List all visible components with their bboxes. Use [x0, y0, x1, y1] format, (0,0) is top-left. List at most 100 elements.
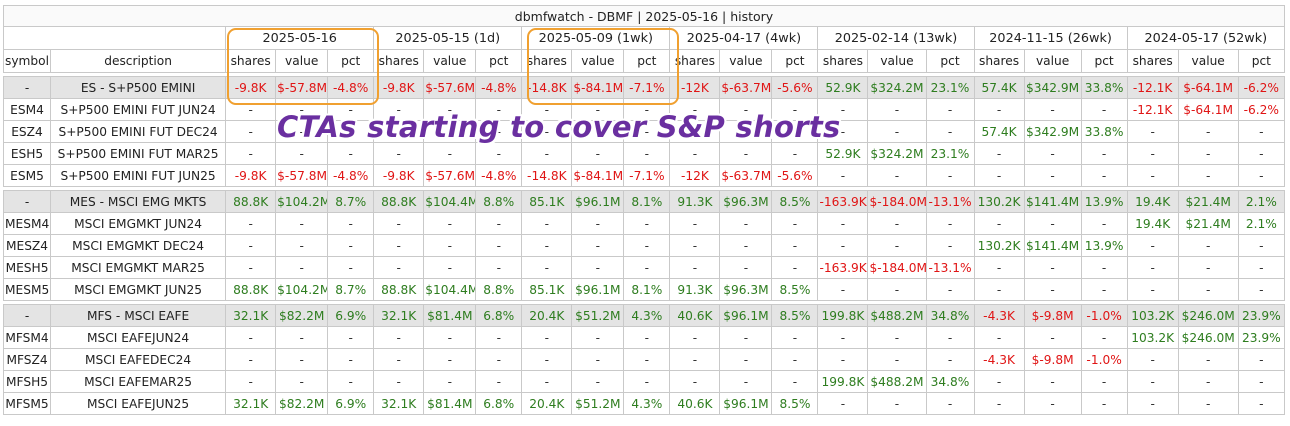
value-cell: $324.2M [867, 142, 927, 165]
total-row: - ES - S+P500 EMINI -9.8K $-57.8M -4.8% -9.8K… [2, 76, 1286, 99]
pct-cell: 6.8% [475, 304, 523, 327]
shares-cell: - [521, 256, 573, 279]
pct-cell: 6.9% [327, 304, 375, 327]
symbol-header: symbol [2, 49, 52, 73]
period-header: 2025-04-17 (4wk) [669, 26, 819, 50]
table-row: MFSZ4 MSCI EAFEDEC24- - - - - - - - - - - - - - - -4.3K $… [2, 348, 1286, 371]
shares-cell: 199.8K [817, 304, 869, 327]
value-cell: - [1177, 234, 1239, 257]
period-header-row: 2025-05-16 2025-05-15 (1d) 2025-05-09 (1wk… [2, 26, 1286, 50]
pct-cell: - [1237, 348, 1286, 371]
pct-cell: - [925, 120, 975, 143]
shares-cell: - [669, 142, 721, 165]
pct-cell: - [623, 234, 671, 257]
value-cell: $96.1M [719, 304, 773, 327]
table-row: ESH5 S+P500 EMINI FUT MAR25- - - - - - - - - - - -52… [2, 142, 1286, 165]
table-row: MESH5 MSCI EMGMKT MAR25- - - - - - - - - - - - -163.9… [2, 256, 1286, 279]
shares-cell: 85.1K [521, 190, 573, 213]
pct-cell: - [771, 348, 819, 371]
value-cell: $81.4M [423, 304, 477, 327]
pct-cell: 6.8% [475, 392, 523, 415]
value-cell: $-84.1M [571, 76, 625, 99]
value-cell: - [571, 326, 625, 349]
shares-cell: 32.1K [225, 392, 277, 415]
symbol-cell: - [2, 304, 52, 327]
pct-cell: - [1080, 142, 1128, 165]
pct-header: pct [623, 49, 671, 73]
pct-cell: -5.6% [771, 76, 819, 99]
shares-cell: 40.6K [669, 304, 721, 327]
symbol-cell: MESH5 [2, 256, 52, 279]
symbol-cell: MESM4 [2, 212, 52, 235]
shares-cell: 88.8K [373, 278, 425, 301]
value-cell: - [423, 120, 477, 143]
value-cell: $488.2M [867, 304, 927, 327]
pct-cell: - [327, 212, 375, 235]
annotation-text: CTAs starting to cover S&P shorts [277, 110, 841, 144]
pct-cell: - [1237, 278, 1286, 301]
pct-cell: 4.3% [623, 392, 671, 415]
pct-cell: - [925, 212, 975, 235]
value-cell: - [1023, 256, 1082, 279]
pct-cell: 4.3% [623, 304, 671, 327]
symbol-cell: MESZ4 [2, 234, 52, 257]
shares-cell: - [225, 256, 277, 279]
value-cell: - [1177, 392, 1239, 415]
pct-cell: - [327, 142, 375, 165]
total-row: - MES - MSCI EMG MKTS 88.8K $104.2M 8.7% 88.8… [2, 190, 1286, 213]
pct-cell: - [1080, 256, 1128, 279]
value-cell: $342.9M [1023, 76, 1082, 99]
shares-cell: - [1126, 256, 1179, 279]
value-cell: - [275, 212, 329, 235]
shares-cell: - [225, 142, 277, 165]
value-cell: $96.1M [571, 278, 625, 301]
value-cell: - [275, 256, 329, 279]
pct-cell: -1.0% [1080, 304, 1128, 327]
value-cell: - [571, 370, 625, 393]
pct-cell: - [623, 326, 671, 349]
shares-cell: -9.8K [373, 164, 425, 187]
value-cell: $104.2M [275, 190, 329, 213]
shares-cell: - [669, 348, 721, 371]
pct-cell: -4.8% [327, 164, 375, 187]
shares-cell: 32.1K [373, 304, 425, 327]
pct-cell: - [771, 326, 819, 349]
pct-cell: - [623, 370, 671, 393]
shares-cell: - [521, 326, 573, 349]
pct-cell: - [1237, 164, 1286, 187]
pct-header: pct [771, 49, 819, 73]
description-cell: S+P500 EMINI FUT JUN25 [50, 164, 227, 187]
shares-cell: - [973, 164, 1025, 187]
value-cell: $51.2M [571, 304, 625, 327]
symbol-cell: ESM4 [2, 98, 52, 121]
pct-cell: 8.7% [327, 190, 375, 213]
shares-cell: -9.8K [225, 76, 277, 99]
pct-cell: -4.8% [475, 164, 523, 187]
shares-cell: - [1126, 278, 1179, 301]
pct-cell: - [1080, 370, 1128, 393]
value-cell: $141.4M [1023, 234, 1082, 257]
pct-cell: 8.5% [771, 190, 819, 213]
pct-cell: - [475, 326, 523, 349]
pct-cell: 2.1% [1237, 212, 1286, 235]
shares-cell: - [373, 370, 425, 393]
pct-cell: 8.5% [771, 392, 819, 415]
value-cell: $104.2M [275, 278, 329, 301]
value-header: value [571, 49, 625, 73]
value-cell: $21.4M [1177, 212, 1239, 235]
pct-cell: - [1080, 212, 1128, 235]
value-cell: - [1177, 348, 1239, 371]
pct-cell: - [475, 212, 523, 235]
shares-header: shares [817, 49, 869, 73]
pct-cell: -7.1% [623, 164, 671, 187]
value-cell: - [1023, 212, 1082, 235]
value-cell: - [423, 256, 477, 279]
value-cell: - [867, 120, 927, 143]
shares-cell: - [973, 212, 1025, 235]
value-cell: - [867, 326, 927, 349]
value-cell: - [1023, 142, 1082, 165]
shares-cell: 57.4K [973, 120, 1025, 143]
shares-cell: - [973, 326, 1025, 349]
description-cell: MES - MSCI EMG MKTS [50, 190, 227, 213]
shares-cell: 103.2K [1126, 326, 1179, 349]
